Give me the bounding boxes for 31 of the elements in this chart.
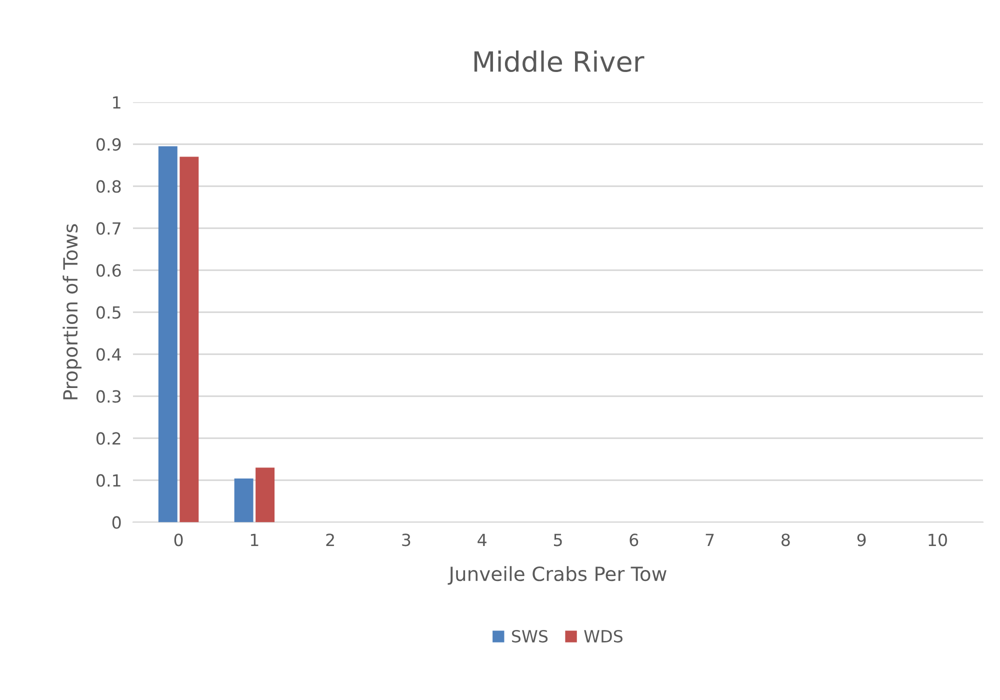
bar bbox=[158, 146, 178, 522]
x-axis-title: Junveile Crabs Per Tow bbox=[448, 566, 666, 585]
y-tick-label: 1 bbox=[113, 96, 120, 109]
y-tick-label: 0.9 bbox=[96, 138, 121, 151]
bar bbox=[256, 468, 275, 522]
x-tick-label: 7 bbox=[706, 534, 714, 546]
y-tick-label: 0.4 bbox=[96, 348, 121, 361]
x-tick-label: 9 bbox=[857, 534, 866, 546]
bar bbox=[234, 478, 254, 522]
y-tick-label: 0.7 bbox=[96, 222, 120, 235]
x-tick-label: 4 bbox=[478, 534, 486, 546]
x-tick-label: 1 bbox=[250, 534, 258, 546]
y-tick-label: 0.2 bbox=[96, 432, 120, 445]
legend-label: SWS bbox=[512, 630, 548, 643]
y-tick-label: 0.8 bbox=[96, 180, 121, 193]
y-tick-label: 0.3 bbox=[96, 390, 121, 403]
y-tick-label: 0.1 bbox=[96, 474, 120, 487]
x-tick-label: 0 bbox=[174, 534, 183, 546]
x-tick-label: 2 bbox=[326, 534, 334, 546]
y-tick-label: 0.5 bbox=[96, 306, 120, 319]
bar bbox=[180, 156, 199, 522]
chart-title: Middle River bbox=[474, 50, 644, 72]
y-tick-label: 0 bbox=[112, 516, 121, 529]
x-tick-label: 6 bbox=[630, 534, 638, 546]
x-tick-label: 10 bbox=[928, 534, 947, 546]
legend-label: WDS bbox=[584, 630, 623, 643]
y-tick-label: 0.6 bbox=[96, 264, 121, 277]
x-tick-label: 5 bbox=[554, 534, 562, 546]
x-tick-label: 3 bbox=[402, 534, 410, 546]
x-tick-label: 8 bbox=[782, 534, 790, 546]
y-axis-title: Proportion of Tows bbox=[62, 224, 82, 400]
